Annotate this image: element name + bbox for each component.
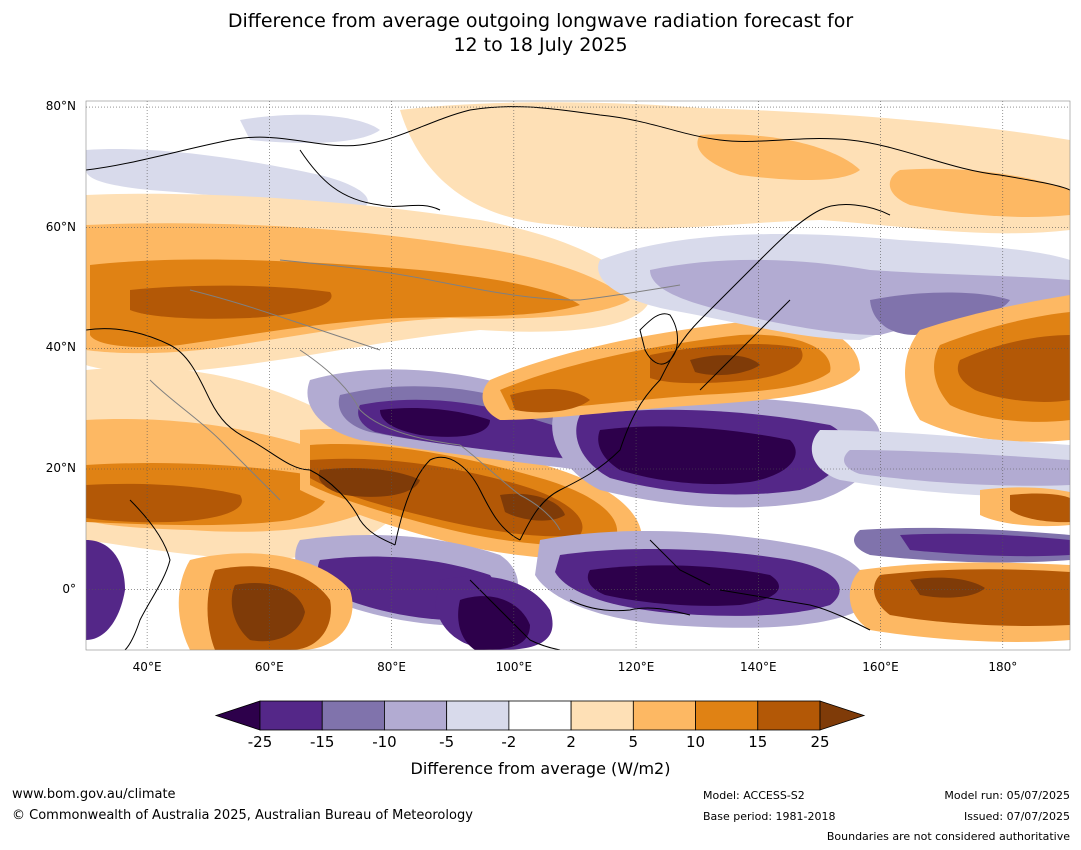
title-line-1: Difference from average outgoing longwav… [227,10,854,32]
colorbar-tick-label: -5 [439,733,455,751]
boundary-disclaimer: Boundaries are not considered authoritat… [826,830,1070,843]
title-line-2: 12 to 18 July 2025 [453,34,628,56]
anomaly-region-kara-sea [240,114,380,143]
anomaly-fields [86,102,1070,650]
colorbar-bin [321,700,385,731]
anomaly-region-north-pacific-core [957,335,1070,402]
colorbar-tick-label: -25 [247,733,273,751]
anomaly-region-indochina-core [500,493,565,521]
gridlines [86,101,1070,650]
anomaly-region-red-sea [86,483,242,523]
anomaly-region-tibet-core [380,408,490,437]
model-run-date: Model run: 05/07/2025 [944,789,1070,802]
anomaly-region-manchuria-mid [650,259,1070,335]
lon-tick-label: 60°E [254,660,284,674]
anomaly-region-arabian-sea-core [318,468,420,497]
lon-tick-label: 140°E [740,660,777,674]
anomaly-region-east-africa [86,540,125,640]
chart-title: Difference from average outgoing longwav… [0,9,1081,57]
anomaly-region-south-pacific-core [910,577,985,598]
colorbar-bins [214,700,866,731]
anomaly-region-east-pacific-core [1010,493,1070,523]
coastlines [86,106,1070,650]
anomaly-region-east-siberia [697,134,860,180]
colorbar-tick-label: -10 [372,733,397,751]
lat-tick-label: 20°N [45,461,76,475]
anomaly-region-pacific-band-mid [844,450,1070,486]
colorbar-tick-label: 5 [628,733,639,751]
anomaly-region-indonesia-core [587,565,779,606]
lon-tick-label: 80°E [377,660,406,674]
lon-tick-label: 160°E [862,660,899,674]
anomaly-region-kazakhstan-core [130,285,332,319]
country-borders [149,259,681,531]
anomaly-region-sumatra-core [458,596,530,650]
colorbar-tick-label: -2 [501,733,517,751]
copyright-text: © Commonwealth of Australia 2025, Austra… [12,808,473,823]
colorbar-tick-label: 10 [686,733,706,751]
anomaly-region-pacific-equator-core [900,533,1070,557]
anomaly-region-central-asia-strong [90,259,580,347]
anomaly-region-south-indian-core [231,583,305,642]
anomaly-region-kuril [870,292,1010,335]
colorbar-tick-label: 2 [566,733,576,751]
anomaly-region-chukotka [889,168,1070,217]
colorbar-bin [695,700,759,731]
colorbar-bin [508,700,572,731]
lat-tick-label: 80°N [45,99,76,114]
colorbar-bin [259,700,323,731]
colorbar-bin [446,700,510,731]
lat-tick-label: 0° [62,581,76,596]
issued-date: Issued: 07/07/2025 [963,810,1070,823]
anomaly-region-yellow-sea-core [510,388,590,413]
model-name: Model: ACCESS-S2 [703,789,805,802]
colorbar-extend-low [214,700,261,731]
base-period: Base period: 1981-2018 [703,810,836,823]
lon-tick-label: 180° [988,660,1018,674]
map-frame [85,100,1071,651]
anomaly-region-arctic-west [86,149,368,210]
lon-tick-label: 120°E [617,660,655,674]
lon-tick-label: 40°E [132,660,162,674]
colorbar-bin [632,700,696,731]
lon-tick-label: 100°E [495,660,533,674]
colorbar-bin [384,700,448,731]
colorbar-label: Difference from average (W/m2) [410,759,671,778]
colorbar-tick-label: -15 [309,733,335,751]
colorbar-bin [757,700,821,731]
olr-anomaly-map [85,100,1071,651]
colorbar-extend-high [819,700,866,731]
lat-tick-label: 60°N [45,219,76,234]
anomaly-region-philippine-sea-core [598,426,796,485]
website-link[interactable]: www.bom.gov.au/climate [12,787,176,802]
colorbar-bin [570,700,634,731]
colorbar-tick-label: 15 [748,733,768,751]
colorbar-tick-label: 25 [810,733,830,751]
lat-tick-label: 40°N [45,340,76,355]
